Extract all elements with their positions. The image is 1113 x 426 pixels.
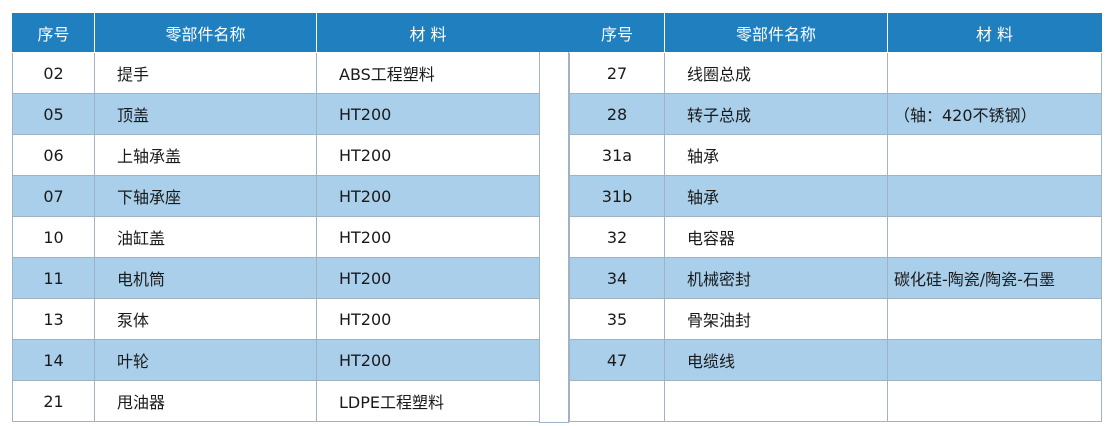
table-row: 32 电容器 (569, 216, 1102, 258)
part-name-cell: 油缸盖 (94, 216, 317, 258)
part-name-cell: 机械密封 (664, 257, 888, 299)
table-row (569, 380, 1102, 422)
parts-table-left: 序号 零部件名称 材 料 02 提手 ABS工程塑料 05 顶盖 HT200 06 上轴承盖 H… (12, 13, 540, 422)
part-name-cell: 甩油器 (94, 380, 317, 422)
part-number-cell: 47 (569, 339, 665, 381)
part-number-cell: 02 (12, 52, 95, 94)
table-row: 35 骨架油封 (569, 298, 1102, 340)
material-cell (887, 298, 1102, 340)
material-cell (887, 175, 1102, 217)
material-cell: ABS工程塑料 (316, 52, 540, 94)
part-number-cell: 31a (569, 134, 665, 176)
material-cell: 碳化硅-陶瓷/陶瓷-石墨 (887, 257, 1102, 299)
table-row: 27 线圈总成 (569, 52, 1102, 94)
part-number-cell: 10 (12, 216, 95, 258)
table-row: 31a 轴承 (569, 134, 1102, 176)
header-material: 材 料 (887, 13, 1102, 53)
part-number-cell: 28 (569, 93, 665, 135)
part-number-cell: 14 (12, 339, 95, 381)
header-no: 序号 (569, 13, 665, 53)
table-divider (539, 13, 569, 423)
part-name-cell: 骨架油封 (664, 298, 888, 340)
material-cell: HT200 (316, 216, 540, 258)
part-name-cell: 电缆线 (664, 339, 888, 381)
parts-table-right: 序号 零部件名称 材 料 27 线圈总成 28 转子总成 （轴：420不锈钢） 31a 轴承… (569, 13, 1102, 422)
material-cell (887, 52, 1102, 94)
part-number-cell: 21 (12, 380, 95, 422)
part-number-cell: 06 (12, 134, 95, 176)
part-number-cell: 11 (12, 257, 95, 299)
material-cell: HT200 (316, 175, 540, 217)
table-row: 02 提手 ABS工程塑料 (12, 52, 540, 94)
material-cell (887, 216, 1102, 258)
part-number-cell: 05 (12, 93, 95, 135)
table-row: 31b 轴承 (569, 175, 1102, 217)
table-row: 28 转子总成 （轴：420不锈钢） (569, 93, 1102, 135)
part-number-cell: 07 (12, 175, 95, 217)
part-name-cell: 顶盖 (94, 93, 317, 135)
material-cell: HT200 (316, 257, 540, 299)
table-row: 13 泵体 HT200 (12, 298, 540, 340)
material-cell: LDPE工程塑料 (316, 380, 540, 422)
header-part-name: 零部件名称 (664, 13, 888, 53)
material-cell: HT200 (316, 298, 540, 340)
table-row: 05 顶盖 HT200 (12, 93, 540, 135)
table-row: 21 甩油器 LDPE工程塑料 (12, 380, 540, 422)
table-row: 06 上轴承盖 HT200 (12, 134, 540, 176)
table-row: 10 油缸盖 HT200 (12, 216, 540, 258)
part-name-cell: 转子总成 (664, 93, 888, 135)
divider-body (539, 52, 569, 423)
material-cell (887, 339, 1102, 381)
part-name-cell: 电机筒 (94, 257, 317, 299)
header-material: 材 料 (316, 13, 540, 53)
part-name-cell: 轴承 (664, 175, 888, 217)
material-cell: HT200 (316, 134, 540, 176)
table-row: 07 下轴承座 HT200 (12, 175, 540, 217)
header-no: 序号 (12, 13, 95, 53)
part-number-cell: 31b (569, 175, 665, 217)
part-name-cell: 线圈总成 (664, 52, 888, 94)
part-name-cell: 轴承 (664, 134, 888, 176)
part-name-cell (664, 380, 888, 422)
table-row: 34 机械密封 碳化硅-陶瓷/陶瓷-石墨 (569, 257, 1102, 299)
header-row: 序号 零部件名称 材 料 (12, 13, 540, 53)
material-cell: （轴：420不锈钢） (887, 93, 1102, 135)
material-cell: HT200 (316, 93, 540, 135)
part-number-cell: 35 (569, 298, 665, 340)
part-number-cell: 27 (569, 52, 665, 94)
part-name-cell: 叶轮 (94, 339, 317, 381)
material-cell (887, 380, 1102, 422)
part-name-cell: 上轴承盖 (94, 134, 317, 176)
header-part-name: 零部件名称 (94, 13, 317, 53)
material-cell: HT200 (316, 339, 540, 381)
table-row: 14 叶轮 HT200 (12, 339, 540, 381)
part-name-cell: 泵体 (94, 298, 317, 340)
material-cell (887, 134, 1102, 176)
table-row: 11 电机筒 HT200 (12, 257, 540, 299)
part-number-cell: 32 (569, 216, 665, 258)
part-name-cell: 电容器 (664, 216, 888, 258)
part-number-cell (569, 380, 665, 422)
part-number-cell: 34 (569, 257, 665, 299)
table-row: 47 电缆线 (569, 339, 1102, 381)
part-name-cell: 提手 (94, 52, 317, 94)
part-name-cell: 下轴承座 (94, 175, 317, 217)
part-number-cell: 13 (12, 298, 95, 340)
header-row: 序号 零部件名称 材 料 (569, 13, 1102, 53)
divider-header (539, 13, 569, 52)
